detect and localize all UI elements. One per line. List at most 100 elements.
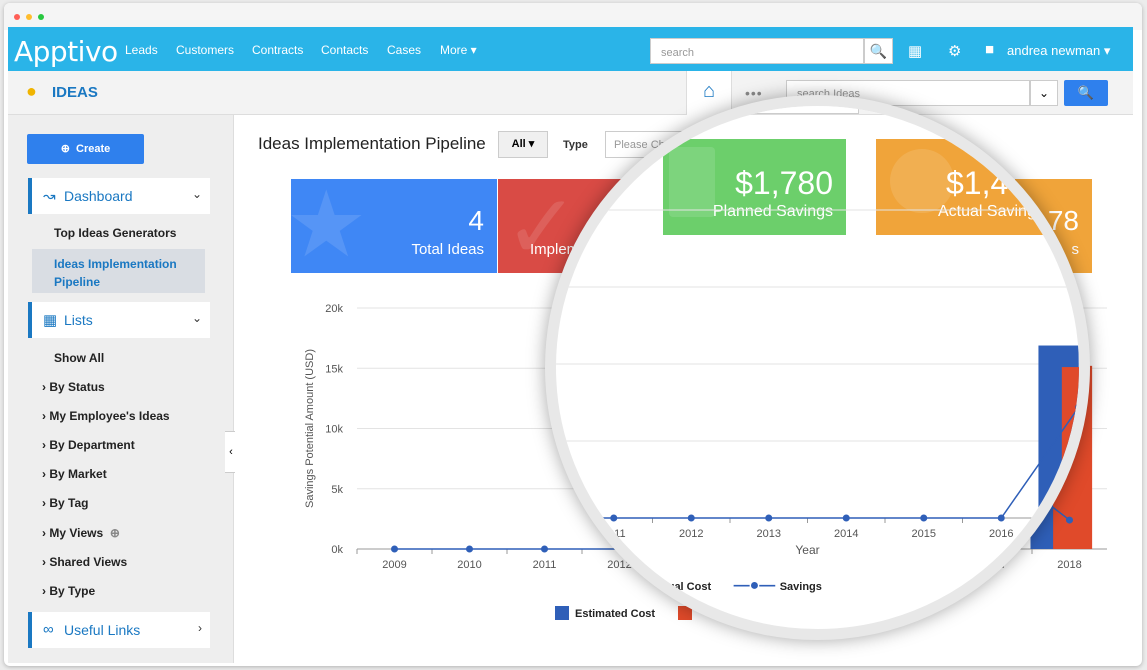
sidebar-item-show-all[interactable]: Show All bbox=[54, 351, 105, 365]
sidebar-item-shared-views[interactable]: › Shared Views bbox=[42, 555, 127, 569]
nav-cases[interactable]: Cases bbox=[387, 43, 422, 57]
chevron-right-icon: › bbox=[42, 380, 46, 394]
sidebar-section-label: Lists bbox=[64, 312, 93, 328]
sidebar-section-useful-links[interactable]: ∞ Useful Links › bbox=[28, 612, 210, 648]
card-label: Planned Savings bbox=[712, 203, 833, 220]
calculator-icon bbox=[669, 147, 715, 217]
ideas-search-button[interactable]: 🔍 bbox=[1064, 80, 1108, 106]
legend-label-estimated: Estimated Cost bbox=[575, 608, 656, 620]
maximize-dot[interactable] bbox=[38, 14, 44, 20]
legend-swatch-actual bbox=[677, 606, 692, 620]
y-tick-label: 15k bbox=[325, 363, 343, 375]
close-dot[interactable] bbox=[14, 14, 20, 20]
savings-point bbox=[610, 514, 618, 522]
all-filter-dropdown[interactable]: All ▾ bbox=[498, 131, 548, 158]
sidebar-item-by-status[interactable]: › By Status bbox=[42, 380, 105, 394]
x-axis-label: Year bbox=[795, 543, 819, 557]
magnified-view: Choose search Ideas $1,780 Planned Savin… bbox=[556, 106, 1090, 629]
legend-label-actual: Actual Cost bbox=[650, 581, 712, 593]
sidebar-item-my-views[interactable]: › My Views ⊕ bbox=[42, 526, 120, 540]
card-label: Actual Saving bbox=[938, 203, 1036, 220]
x-tick-label: 2014 bbox=[834, 528, 858, 540]
more-options-icon[interactable]: ••• bbox=[745, 85, 763, 101]
calendar-grid-icon: ▦ bbox=[43, 312, 58, 329]
x-tick-label: 2012 bbox=[607, 559, 631, 571]
store-icon[interactable]: ▦ bbox=[908, 43, 923, 60]
minimize-dot[interactable] bbox=[26, 14, 32, 20]
sidebar-item-by-department[interactable]: › By Department bbox=[42, 438, 135, 452]
nav-contracts[interactable]: Contracts bbox=[252, 43, 304, 57]
card-total-ideas[interactable]: ★ 4 Total Ideas bbox=[291, 179, 497, 273]
sidebar: ⊕ Create ↝ Dashboard ⌄ Top Ideas Generat… bbox=[8, 115, 234, 663]
card-value: $1,4 bbox=[946, 165, 1009, 201]
sidebar-item-label: By Department bbox=[49, 438, 135, 452]
chevron-right-icon: › bbox=[42, 438, 46, 452]
x-tick-label: 2013 bbox=[757, 528, 781, 540]
savings-point bbox=[1075, 403, 1079, 411]
sidebar-item-label: By Type bbox=[49, 584, 96, 598]
card-label: s bbox=[1071, 241, 1080, 258]
savings-point bbox=[842, 514, 850, 522]
sidebar-section-label: Useful Links bbox=[64, 622, 141, 638]
x-tick-label: 2011 bbox=[602, 528, 626, 540]
chevron-down-icon: ⌄ bbox=[1038, 86, 1050, 100]
plus-circle-icon: ⊕ bbox=[60, 143, 70, 155]
user-menu[interactable]: andrea newman ▾ bbox=[1007, 43, 1111, 58]
star-icon: ★ bbox=[291, 179, 368, 273]
nav-leads[interactable]: Leads bbox=[125, 43, 158, 57]
y-tick-label: 0k bbox=[331, 544, 343, 556]
x-tick-label: 2017 bbox=[1067, 528, 1090, 540]
apptivo-logo[interactable]: Apptivo bbox=[14, 35, 118, 68]
link-icon: ∞ bbox=[43, 621, 54, 638]
card-label: Implem bbox=[530, 241, 580, 258]
sidebar-section-lists[interactable]: ▦ Lists ⌄ bbox=[28, 302, 210, 338]
x-tick-label: 2009 bbox=[382, 559, 406, 571]
chevron-left-icon: ‹ bbox=[229, 446, 233, 458]
savings-point bbox=[920, 514, 928, 522]
nav-more[interactable]: More ▾ bbox=[440, 43, 477, 57]
sidebar-item-ideas-implementation-pipeline[interactable]: Ideas Implementation Pipeline bbox=[54, 257, 177, 289]
sidebar-item-label: My Views bbox=[49, 526, 104, 540]
chart-legend-magnified: Actual Cost —●— Savings bbox=[650, 577, 822, 595]
sidebar-item-by-market[interactable]: › By Market bbox=[42, 467, 107, 481]
coin-icon bbox=[890, 149, 954, 213]
card-value: 4 bbox=[468, 205, 484, 236]
sidebar-item-by-type[interactable]: › By Type bbox=[42, 584, 95, 598]
savings-point bbox=[541, 545, 548, 553]
search-dropdown-button[interactable]: ⌄ bbox=[1030, 80, 1058, 106]
savings-point bbox=[997, 514, 1005, 522]
sidebar-item-by-tag[interactable]: › By Tag bbox=[42, 496, 88, 510]
global-search-button[interactable]: 🔍 bbox=[864, 38, 893, 64]
magnified-choose-box: Choose bbox=[745, 106, 859, 114]
sidebar-item-top-ideas-generators[interactable]: Top Ideas Generators bbox=[54, 226, 177, 240]
search-icon: 🔍 bbox=[1077, 85, 1095, 100]
x-tick-label: 2010 bbox=[457, 559, 481, 571]
savings-point bbox=[765, 514, 773, 522]
search-icon: 🔍 bbox=[869, 43, 888, 59]
create-button[interactable]: ⊕ Create bbox=[27, 134, 144, 164]
y-tick-label: 20k bbox=[325, 303, 343, 315]
add-view-icon[interactable]: ⊕ bbox=[109, 526, 120, 540]
global-search-input[interactable]: search bbox=[650, 38, 864, 64]
savings-chart-magnified: 2009201020112012201320142015201620172018… bbox=[556, 209, 1090, 557]
nav-customers[interactable]: Customers bbox=[176, 43, 235, 57]
savings-line bbox=[556, 405, 1079, 519]
chevron-right-icon: › bbox=[42, 467, 46, 481]
page-title: Ideas Implementation Pipeline bbox=[258, 134, 486, 153]
magnifier-lens: Choose search Ideas $1,780 Planned Savin… bbox=[545, 95, 1090, 640]
nav-contacts[interactable]: Contacts bbox=[321, 43, 369, 57]
card-actual-savings[interactable]: $1,4 Actual Saving bbox=[876, 139, 1079, 235]
chevron-down-icon: ⌄ bbox=[191, 187, 202, 201]
sidebar-item-my-employees-ideas[interactable]: › My Employee's Ideas bbox=[42, 409, 170, 423]
sidebar-item-label: Shared Views bbox=[49, 555, 128, 569]
settings-icon[interactable]: ⚙ bbox=[948, 43, 962, 60]
sidebar-section-dashboard[interactable]: ↝ Dashboard ⌄ bbox=[28, 178, 210, 214]
sidebar-item-label: By Tag bbox=[49, 496, 89, 510]
sidebar-item-label: By Market bbox=[49, 467, 107, 481]
chevron-down-icon: ⌄ bbox=[191, 311, 202, 325]
savings-point bbox=[466, 545, 473, 553]
chevron-right-icon: › bbox=[42, 496, 46, 510]
card-planned-savings[interactable]: $1,780 Planned Savings bbox=[663, 139, 846, 235]
savings-point bbox=[687, 514, 695, 522]
y-tick-label: 10k bbox=[325, 424, 343, 436]
